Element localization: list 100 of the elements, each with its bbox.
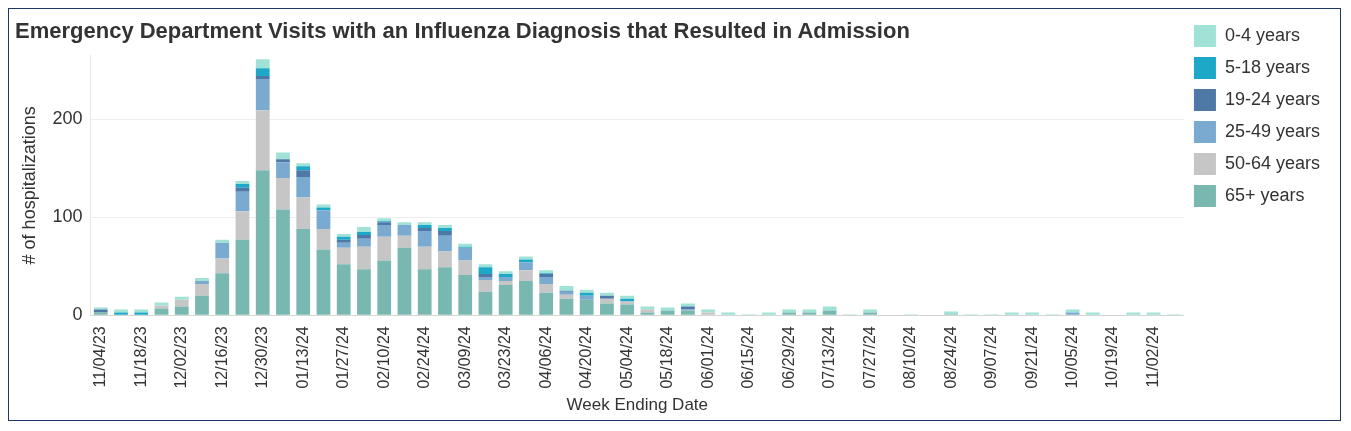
x-tick-label: 02/24/24 xyxy=(415,326,433,389)
bar xyxy=(235,211,250,240)
y-axis-title: # of hospitalizations xyxy=(18,106,39,265)
x-tick-label: 03/23/24 xyxy=(496,326,514,389)
y-tick-label: 100 xyxy=(52,206,83,227)
bar xyxy=(235,180,250,184)
x-tick-label: 12/16/23 xyxy=(212,326,230,389)
bar xyxy=(438,267,452,315)
bar xyxy=(296,170,311,178)
x-tick-label: 10/19/24 xyxy=(1103,326,1121,389)
x-tick-label: 06/01/24 xyxy=(698,326,716,389)
bar xyxy=(660,307,675,311)
y-tick-label: 200 xyxy=(52,108,83,129)
bar xyxy=(1004,312,1019,315)
bar xyxy=(1085,312,1100,315)
bar xyxy=(397,247,412,315)
x-tick-label: 04/20/24 xyxy=(577,326,595,389)
bar xyxy=(498,284,513,315)
bar xyxy=(296,177,311,198)
bar xyxy=(397,222,412,226)
bar xyxy=(478,291,493,315)
bar xyxy=(316,210,331,230)
bar xyxy=(154,308,169,315)
bar xyxy=(519,270,533,281)
bar xyxy=(539,283,554,293)
bar xyxy=(174,306,189,315)
bar xyxy=(215,242,230,259)
x-tick-label: 04/06/24 xyxy=(536,326,554,389)
bar xyxy=(215,239,230,243)
bar xyxy=(1025,312,1039,315)
legend-label: 50-64 years xyxy=(1224,152,1321,173)
legend-label: 25-49 years xyxy=(1224,120,1321,141)
bar xyxy=(276,178,290,210)
bar xyxy=(579,299,594,315)
bar xyxy=(1146,312,1161,315)
bar xyxy=(458,260,473,276)
x-tick-label: 12/30/23 xyxy=(253,326,271,389)
bar xyxy=(235,191,250,212)
bar xyxy=(357,234,371,239)
bar xyxy=(336,247,351,265)
bar xyxy=(762,312,776,315)
x-tick-label: 12/02/23 xyxy=(172,326,190,389)
bar xyxy=(1126,312,1141,315)
bar xyxy=(195,295,209,315)
legend-label: 19-24 years xyxy=(1224,88,1321,109)
bar xyxy=(276,159,290,163)
bar xyxy=(478,264,493,268)
bar xyxy=(316,229,331,250)
bar xyxy=(336,242,351,248)
x-tick-label: 09/21/24 xyxy=(1022,326,1040,389)
bar xyxy=(235,183,250,188)
legend-label: 65+ years xyxy=(1224,184,1305,205)
bar xyxy=(620,304,635,315)
bar xyxy=(438,251,452,268)
x-tick-label: 03/09/24 xyxy=(455,326,473,389)
bar xyxy=(255,68,270,76)
bar xyxy=(174,296,189,300)
bar xyxy=(215,273,230,315)
bar xyxy=(559,285,574,291)
x-tick-label: 08/24/24 xyxy=(941,326,959,389)
chart-title: Emergency Department Visits with an Influenza Diagnosis that Resulted in Admission xyxy=(15,18,910,44)
bar xyxy=(357,227,371,232)
x-tick-label: 06/15/24 xyxy=(739,326,757,389)
bar xyxy=(681,310,695,315)
bar xyxy=(255,110,270,171)
x-tick-label: 08/10/24 xyxy=(901,326,919,389)
bar xyxy=(316,249,331,315)
bar xyxy=(458,275,473,315)
bar xyxy=(397,235,412,248)
x-tick-label: 02/10/24 xyxy=(374,326,392,389)
bar xyxy=(519,280,533,315)
bar xyxy=(255,170,270,315)
bar xyxy=(519,262,533,271)
x-tick-label: 07/27/24 xyxy=(860,326,878,389)
bar xyxy=(600,303,614,315)
bar xyxy=(357,246,371,270)
bar xyxy=(417,230,432,247)
bar xyxy=(458,247,473,261)
bar xyxy=(296,163,311,167)
x-tick-label: 01/13/24 xyxy=(293,326,311,389)
x-tick-label: 10/05/24 xyxy=(1063,326,1080,389)
bar xyxy=(276,162,290,178)
x-tick-label: 01/27/24 xyxy=(334,326,352,389)
bar xyxy=(417,246,432,270)
bar xyxy=(397,225,412,236)
x-tick-label: 07/13/24 xyxy=(820,326,838,389)
bar xyxy=(559,298,574,315)
bar xyxy=(539,292,554,315)
bar xyxy=(357,238,371,247)
bar xyxy=(438,230,452,236)
bar xyxy=(357,231,371,235)
bar xyxy=(255,76,270,79)
bar xyxy=(600,298,614,304)
bar xyxy=(377,260,392,315)
bar xyxy=(417,269,432,315)
bar xyxy=(276,209,290,315)
bar xyxy=(478,267,493,275)
x-tick-label: 11/18/23 xyxy=(131,326,149,388)
bar xyxy=(721,312,736,315)
bar xyxy=(296,197,311,230)
